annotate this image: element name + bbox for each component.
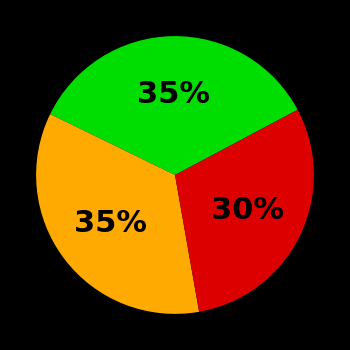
Wedge shape	[50, 36, 298, 175]
Wedge shape	[36, 114, 199, 314]
Text: 35%: 35%	[74, 209, 147, 238]
Wedge shape	[175, 110, 314, 312]
Text: 35%: 35%	[137, 80, 210, 109]
Text: 30%: 30%	[211, 196, 284, 225]
